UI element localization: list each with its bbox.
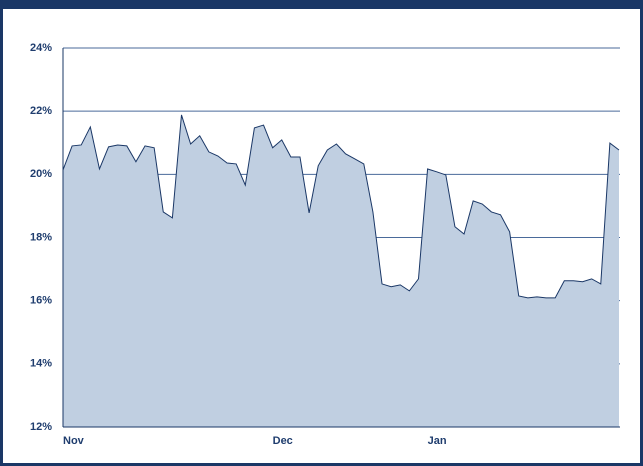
x-tick-label: Dec	[273, 435, 293, 447]
y-tick-label: 12%	[30, 421, 52, 433]
y-tick-label: 22%	[30, 105, 52, 117]
x-tick-label: Jan	[428, 435, 447, 447]
area	[63, 114, 619, 427]
header-bar	[0, 0, 643, 9]
y-tick-label: 14%	[30, 358, 52, 370]
x-tick-label: Nov	[63, 435, 85, 447]
y-tick-label: 20%	[30, 168, 52, 180]
y-tick-label: 24%	[30, 42, 52, 54]
line	[62, 114, 620, 299]
y-tick-label: 18%	[30, 231, 52, 243]
y-tick-label: 16%	[30, 295, 52, 307]
